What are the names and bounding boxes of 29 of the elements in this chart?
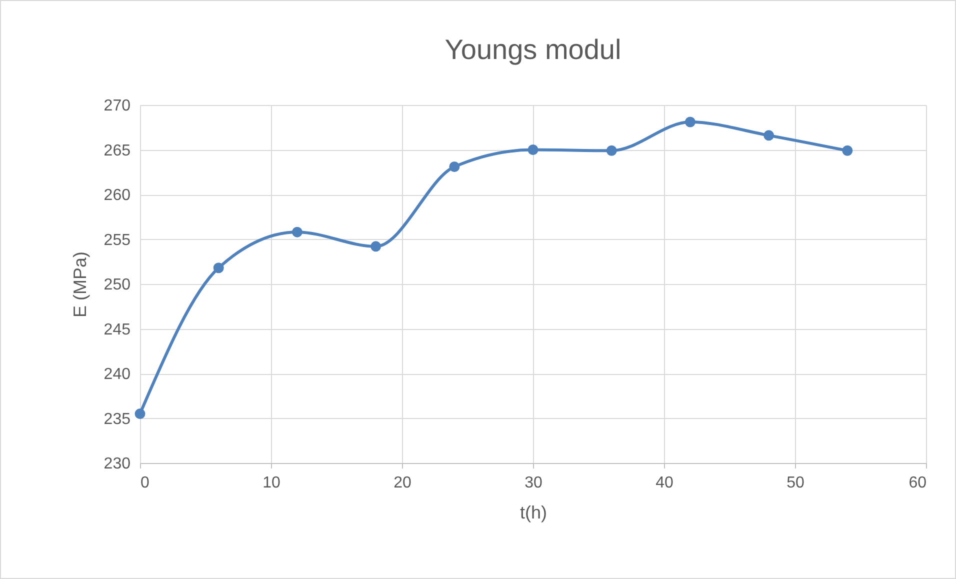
point <box>842 145 853 156</box>
y-tick-label: 260 <box>104 187 131 204</box>
y-tick-label: 245 <box>104 321 131 338</box>
x-tick-label: 60 <box>908 474 927 492</box>
x-tick-label: 30 <box>524 474 542 492</box>
point <box>292 226 302 238</box>
x-tick-label: 50 <box>786 474 804 492</box>
y-axis-title: E (MPa) <box>70 251 90 318</box>
point <box>134 408 146 420</box>
y-tick-label: 230 <box>104 456 131 472</box>
point <box>449 162 460 172</box>
point <box>684 116 696 128</box>
y-tick-label: 235 <box>104 410 131 428</box>
y-tick-label: 270 <box>104 98 131 114</box>
chart-title: Youngs modul <box>444 34 622 65</box>
y-tick-label: 255 <box>104 232 131 249</box>
point <box>528 144 538 155</box>
x-tick-label: 20 <box>394 474 412 492</box>
point <box>213 262 224 274</box>
x-tick-label: 0 <box>140 474 150 492</box>
x-tick-label: 10 <box>262 474 280 492</box>
point <box>764 130 774 141</box>
x-tick-label: 40 <box>656 474 674 492</box>
y-tick-label: 250 <box>104 276 131 294</box>
point <box>370 241 382 252</box>
x-axis-title: t(h) <box>520 502 547 522</box>
y-tick-label: 265 <box>104 142 131 160</box>
point <box>606 145 617 156</box>
y-tick-label: 240 <box>104 366 131 383</box>
